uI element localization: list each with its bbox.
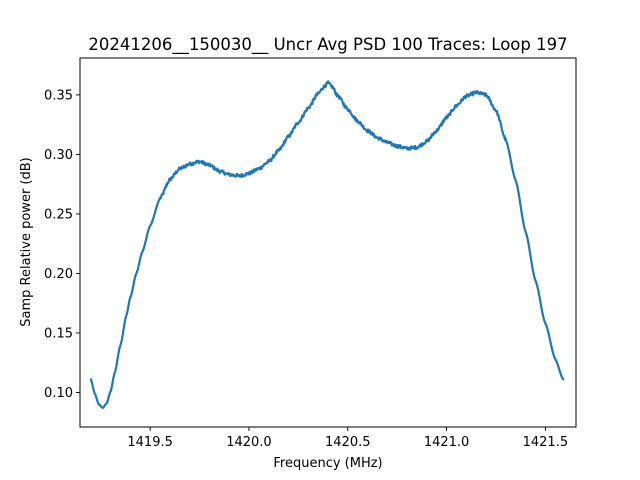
y-axis-label: Samp Relative power (dB)	[19, 157, 34, 326]
y-tick-label: 0.35	[44, 88, 73, 103]
y-axis: 0.10 0.15 0.20 0.25 0.30 0.35	[44, 88, 80, 401]
y-tick-label: 0.20	[44, 267, 73, 282]
y-tick-label: 0.25	[44, 207, 73, 222]
plot-area	[79, 57, 577, 428]
y-tick-label: 0.30	[44, 148, 73, 163]
x-axis-label: Frequency (MHz)	[273, 456, 382, 471]
y-tick-label: 0.10	[44, 386, 73, 401]
x-tick-label: 1419.5	[127, 435, 173, 450]
x-tick-label: 1421.5	[523, 435, 569, 450]
series-line	[89, 80, 565, 409]
x-tick-label: 1420.0	[226, 435, 272, 450]
chart-title: 20241206__150030__ Uncr Avg PSD 100 Trac…	[88, 35, 567, 55]
y-tick-label: 0.15	[44, 326, 73, 341]
axes-frame	[79, 57, 577, 428]
x-tick-label: 1421.0	[424, 435, 470, 450]
x-tick-label: 1420.5	[325, 435, 371, 450]
x-axis: 1419.5 1420.0 1420.5 1421.0 1421.5	[127, 427, 568, 450]
